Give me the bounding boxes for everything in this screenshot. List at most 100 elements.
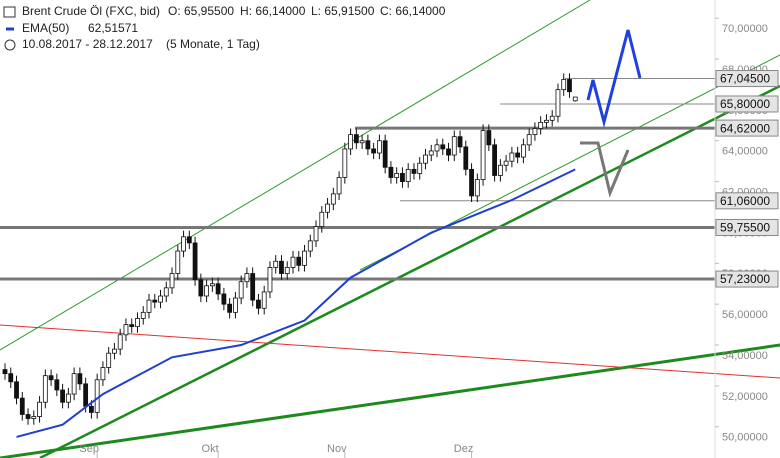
candle-body [561,79,567,91]
ema-legend: EMA(50) [22,21,69,35]
candle-body [572,96,578,102]
candle-body [521,144,526,158]
ohlc-close: C: 66,14000 [380,4,446,18]
candle-body [65,393,71,403]
candle-body [284,267,290,274]
x-tick-label: Nov [327,443,347,455]
candle-body [348,134,354,150]
candle-body [117,334,123,350]
candle-body [290,256,296,268]
candle-body [411,168,417,174]
candle-body [135,318,140,328]
candle-body [227,303,233,313]
candle-body [400,173,405,183]
candle-body [42,375,48,403]
period: 10.08.2017 - 28.12.2017 [22,37,153,51]
y-tick-label: 70,00000 [722,23,768,35]
red-line [0,324,780,379]
candle-body [140,311,146,319]
level-label: 59,75500 [720,221,770,235]
candle-body [423,154,428,164]
candle-body [2,369,8,375]
candle-body [175,250,181,274]
level-label: 65,80000 [720,97,770,111]
chart-title: Brent Crude Öl (FXC, bid) [22,4,160,18]
candle-body [457,136,463,148]
candle-body [198,279,204,297]
candle-body [376,140,382,154]
candle-body [238,281,244,299]
ohlc-open: O: 65,95500 [168,4,234,18]
candle-body [371,148,377,154]
x-tick-label: Okt [202,443,219,455]
candle-body [54,379,60,391]
plot [2,73,578,438]
candle-body [77,373,83,385]
ema-value: 62,51571 [88,21,138,35]
candle-body [515,152,521,158]
candle-body [359,140,365,144]
candle-body [503,160,509,166]
candle-body [342,148,348,178]
header: Brent Crude Öl (FXC, bid) O: 65,95500 H:… [3,4,446,51]
candle-body [169,273,175,289]
projection-up [586,29,642,128]
candle-body [192,242,198,281]
level-label: 57,23000 [720,272,770,286]
candle-body [129,324,135,328]
candle-body [14,381,19,399]
candle-body [8,373,14,383]
candle-body [215,283,221,295]
candle-body [526,134,532,146]
candle-body [382,140,388,168]
candle-body [267,267,273,293]
candle-body [296,256,302,266]
candle-body [244,273,250,283]
candle-body [313,226,319,242]
candle-body [94,379,100,413]
candle-body [279,260,284,274]
candle-body [100,367,106,381]
candle-body [123,324,129,336]
candle-body [48,375,54,381]
channel-upper [0,0,591,351]
candle-body [509,152,515,162]
candle-body [417,162,423,174]
candle-body [250,273,256,301]
candle-body [112,348,117,354]
candle-body [232,297,238,313]
ohlc-high: H: 66,14000 [240,4,306,18]
candle-body [365,140,371,150]
candle-body [146,299,152,313]
candle-body [209,283,215,287]
candle-body [405,168,411,183]
candle-body [486,130,492,146]
candle-body [544,119,549,123]
candle-body [388,166,394,178]
candle-body [319,211,325,227]
ohlc-low: L: 65,91500 [311,4,375,18]
candle-body [440,144,446,150]
candle-body [549,115,555,121]
candle-body [474,179,480,197]
candle-body [330,193,336,205]
y-tick-label: 50,00000 [722,432,768,444]
y-tick-label: 52,00000 [722,391,768,403]
candle-body [497,164,503,176]
candle-body [394,173,400,178]
candle-body [89,405,94,413]
clock-icon [4,39,16,51]
candle-body [273,260,279,268]
candle-body [204,285,210,297]
candle-body [60,389,65,403]
chart-icon [3,6,16,18]
candle-body [463,146,469,170]
candle-body [492,144,498,176]
candle-body [163,287,169,297]
candle-body [302,250,307,266]
level-box [715,70,779,88]
candle-body [446,148,451,156]
candle-body [261,291,267,309]
